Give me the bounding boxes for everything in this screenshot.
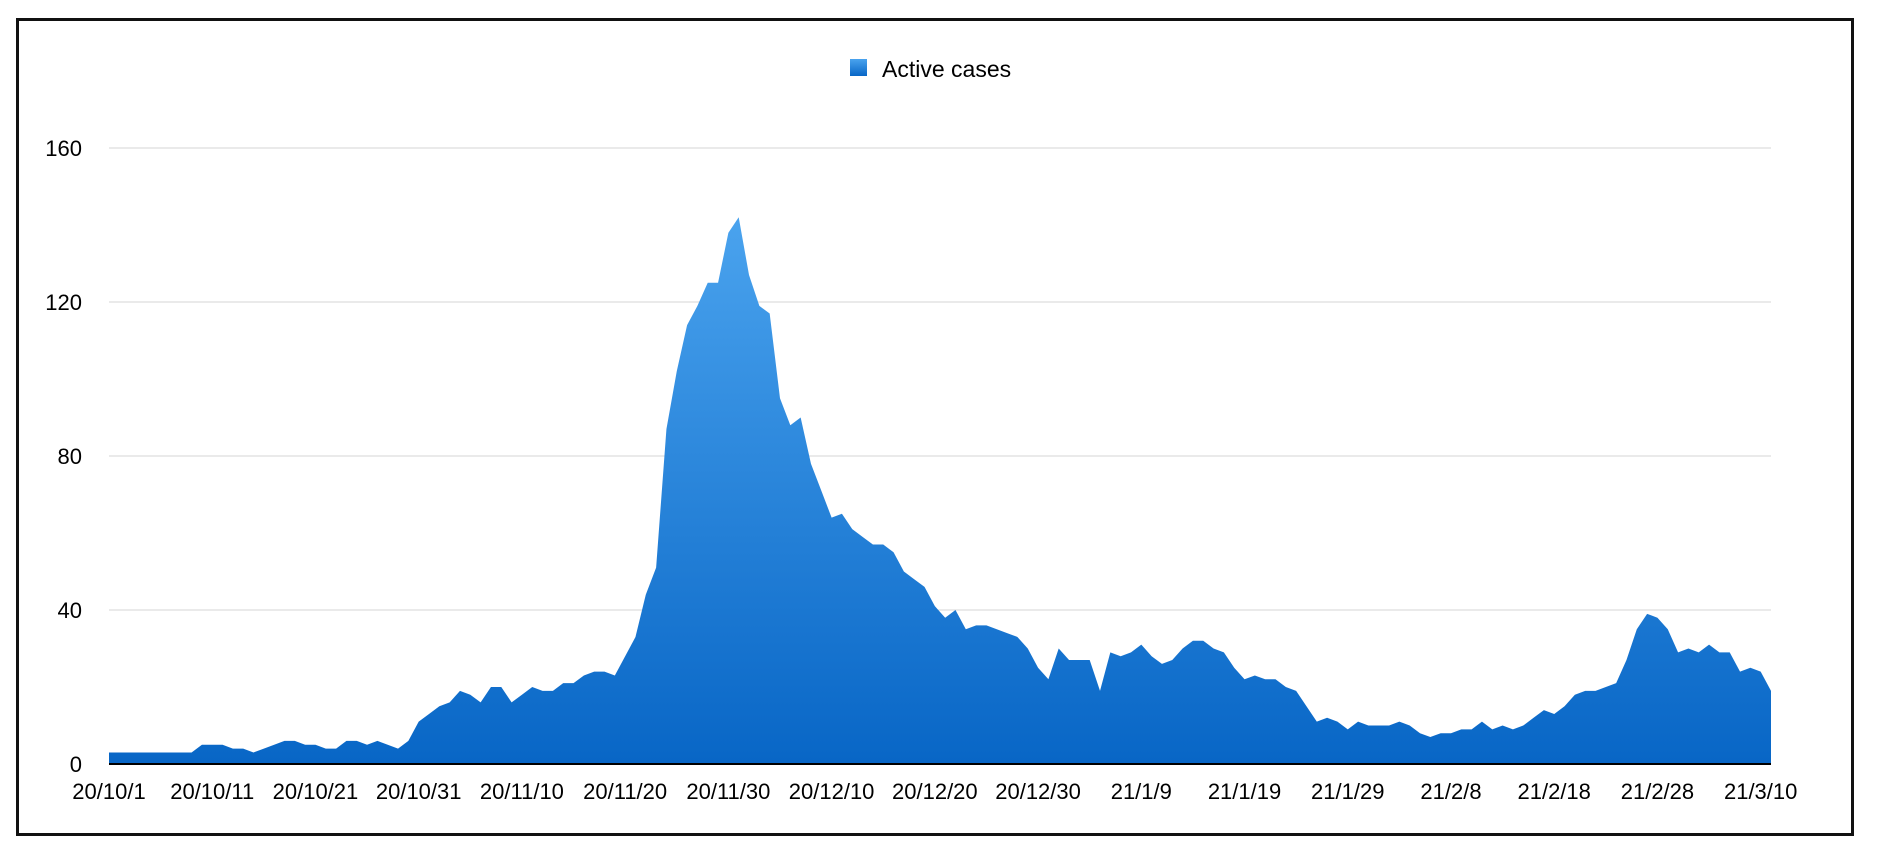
y-tick-label: 80 [58, 444, 82, 469]
x-tick-label: 21/2/8 [1420, 779, 1481, 804]
x-tick-label: 20/11/20 [583, 779, 667, 804]
x-tick-label: 21/1/29 [1311, 779, 1384, 804]
y-tick-label: 160 [45, 136, 82, 161]
x-tick-label: 20/10/1 [72, 779, 145, 804]
y-tick-label: 40 [58, 598, 82, 623]
y-tick-label: 120 [45, 290, 82, 315]
x-tick-label: 20/11/30 [686, 779, 770, 804]
x-axis-ticks: 20/10/1 20/10/11 20/10/21 20/10/31 20/11/10 2… [72, 779, 1797, 804]
x-tick-label: 20/12/10 [789, 779, 875, 804]
y-tick-label: 0 [70, 752, 82, 777]
x-tick-label: 21/2/28 [1621, 779, 1694, 804]
series-area-active-cases [109, 217, 1771, 765]
legend: Active cases [850, 56, 1011, 82]
x-tick-label: 21/1/19 [1208, 779, 1281, 804]
x-tick-label: 21/3/10 [1724, 779, 1797, 804]
y-axis-ticks: 0 40 80 120 160 [45, 136, 82, 777]
x-tick-label: 21/1/9 [1111, 779, 1172, 804]
x-tick-label: 20/12/30 [995, 779, 1081, 804]
x-tick-label: 20/10/11 [170, 779, 254, 804]
legend-swatch [850, 59, 867, 76]
x-tick-label: 20/11/10 [480, 779, 564, 804]
x-tick-label: 20/12/20 [892, 779, 978, 804]
x-tick-label: 20/10/31 [376, 779, 462, 804]
gridlines [109, 147, 1771, 611]
x-tick-label: 20/10/21 [273, 779, 359, 804]
x-tick-label: 21/2/18 [1518, 779, 1591, 804]
legend-label: Active cases [882, 56, 1011, 82]
